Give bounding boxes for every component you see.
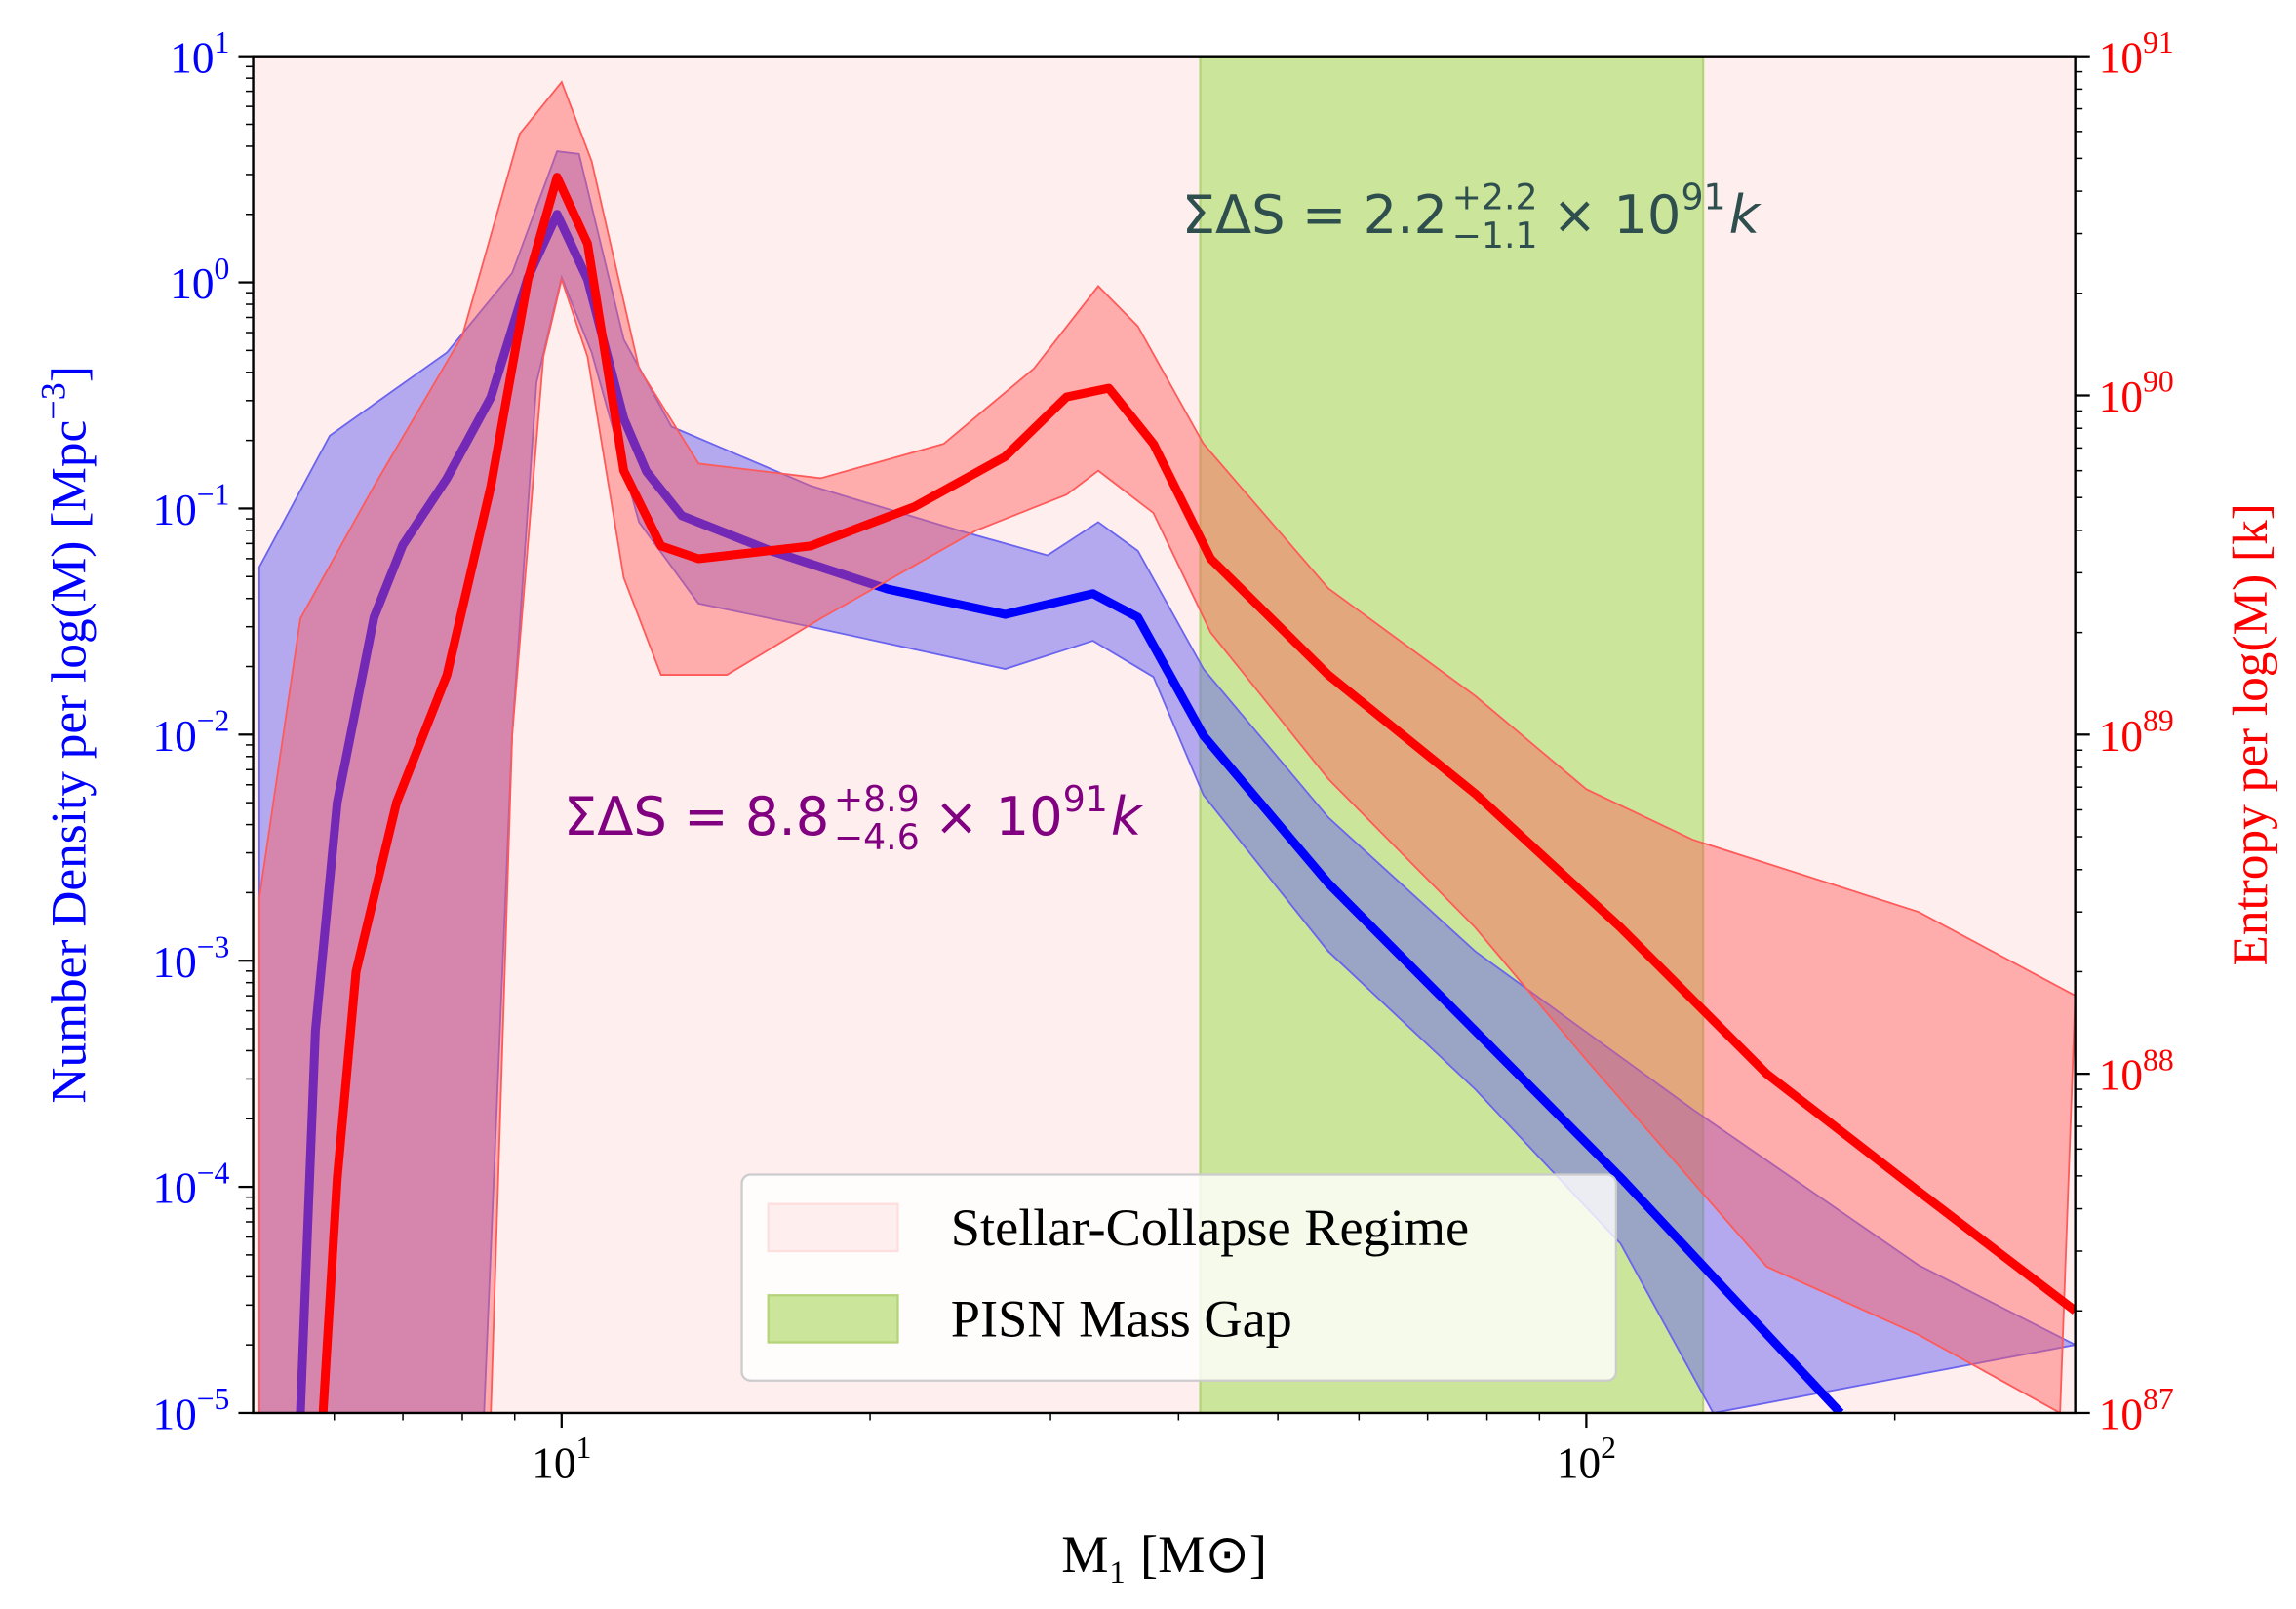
tick-label: 10−1	[152, 478, 229, 534]
annotation: × 10	[1553, 184, 1682, 246]
tick-exponent: −5	[197, 1382, 230, 1416]
annotation: k	[1729, 184, 1762, 246]
annotation: −1.1	[1452, 215, 1538, 256]
annotation: 91	[1063, 778, 1108, 820]
tick-label: 101	[532, 1431, 591, 1487]
annotation: × 10	[934, 786, 1063, 847]
annotation: −4.6	[834, 816, 920, 858]
legend-swatch	[767, 1202, 899, 1253]
annotation: 91	[1681, 177, 1725, 218]
tick-exponent: 1	[576, 1431, 592, 1465]
annotation: k	[1111, 786, 1144, 847]
tick-label: 10−4	[152, 1156, 229, 1212]
tick-label: 10−5	[152, 1382, 229, 1438]
tick-exponent: 89	[2143, 704, 2174, 738]
tick-exponent: 0	[215, 252, 230, 286]
tick-label: 1088	[2099, 1042, 2174, 1099]
tick-label: 1089	[2099, 704, 2174, 761]
annotation: ΣΔS = 2.2	[1182, 184, 1447, 246]
tick-label: 10−3	[152, 929, 229, 986]
band	[257, 80, 2076, 1413]
tick-exponent: −3	[197, 929, 230, 963]
line	[296, 210, 1844, 1413]
tick-label: 1091	[2099, 25, 2174, 82]
axes: 101 10210−510−410−310−210−110010110871088…	[33, 25, 2277, 1584]
legend-label: PISN Mass Gap	[951, 1289, 1292, 1348]
tick-label: 1087	[2099, 1382, 2174, 1438]
tick-label: 1090	[2099, 365, 2174, 421]
x-axis-label: M₁ [M⊙]	[1061, 1525, 1267, 1584]
tick-label: 101	[170, 25, 229, 82]
line	[318, 173, 2076, 1413]
y2-axis-label: Entropy per log(M) [k]	[2223, 503, 2278, 965]
tick-label: 100	[170, 252, 229, 308]
tick-exponent: 2	[1601, 1431, 1616, 1465]
tick-exponent: −4	[197, 1156, 230, 1190]
legend-box	[740, 1173, 1617, 1382]
y-axis-label-exp: −3	[33, 382, 72, 420]
tick-exponent: 87	[2143, 1382, 2174, 1416]
tick-label: 102	[1557, 1431, 1616, 1487]
tick-exponent: 1	[215, 25, 230, 59]
y-axis-label-end: ]	[42, 366, 98, 382]
tick-exponent: 90	[2143, 365, 2174, 399]
legend-label: Stellar-Collapse Regime	[951, 1198, 1469, 1257]
annotation: +8.9	[834, 778, 920, 820]
band	[257, 150, 2076, 1413]
plot-area	[253, 56, 2076, 1413]
annotation: ΣΔS = 8.8	[564, 786, 829, 847]
tick-exponent: 88	[2143, 1042, 2174, 1077]
tick-label: 10−2	[152, 704, 229, 761]
tick-exponent: −1	[197, 478, 230, 512]
y-axis-label: Number Density per log(M) [Mpc−3]	[33, 366, 97, 1104]
tick-exponent: 91	[2143, 25, 2174, 59]
tick-exponent: −2	[197, 704, 230, 738]
annotation: +2.2	[1452, 177, 1538, 218]
legend-swatch	[767, 1294, 899, 1344]
